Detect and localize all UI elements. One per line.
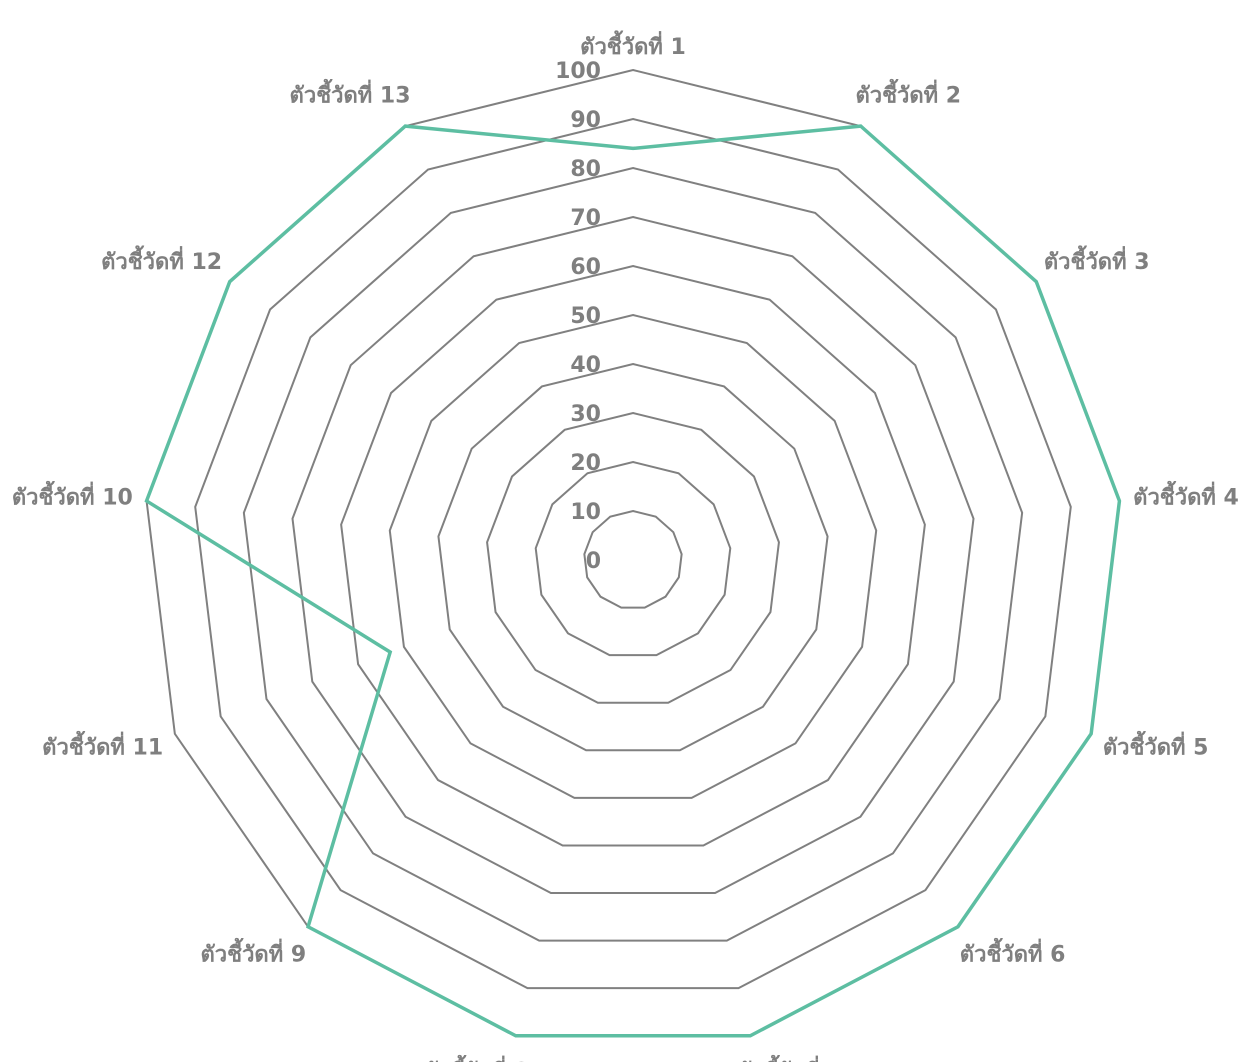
tick-label: 60 (570, 255, 601, 280)
grid-ring-80 (242, 166, 1024, 942)
axis-label: ตัวชี้วัดที่ 3 (1044, 245, 1150, 275)
axis-label: ตัวชี้วัดที่ 8 (423, 1055, 529, 1062)
axis-label: ตัวชี้วัดที่ 5 (1103, 731, 1209, 761)
tick-label: 30 (570, 402, 601, 427)
grid-ring-70 (291, 215, 975, 895)
axis-label: ตัวชี้วัดที่ 4 (1133, 481, 1239, 511)
axis-label: ตัวชี้วัดที่ 11 (42, 731, 163, 761)
tick-label: 10 (570, 500, 601, 525)
grid-rings (145, 68, 1121, 1037)
tick-label: 100 (555, 59, 601, 84)
tick-label: 70 (570, 206, 601, 231)
grid-ring-30 (486, 411, 780, 704)
axis-label: ตัวชี้วัดที่ 10 (12, 481, 133, 511)
grid-ring-20 (534, 460, 732, 657)
axis-labels: ตัวชี้วัดที่ 1 ตัวชี้วัดที่ 2 ตัวชี้วัดที่… (12, 30, 1239, 1062)
axis-label: ตัวชี้วัดที่ 13 (290, 78, 411, 108)
tick-label: 0 (586, 549, 601, 574)
grid-ring-60 (340, 264, 926, 847)
grid-ring-100 (145, 68, 1121, 1037)
tick-label: 80 (570, 157, 601, 182)
grid-ring-50 (388, 313, 878, 799)
axis-label: ตัวชี้วัดที่ 9 (201, 938, 307, 968)
grid-ring-90 (194, 117, 1072, 990)
tick-label: 20 (570, 451, 601, 476)
axis-label: ตัวชี้วัดที่ 1 (580, 30, 686, 60)
axis-label: ตัวชี้วัดที่ 6 (960, 938, 1066, 968)
axis-label: ตัวชี้วัดที่ 12 (101, 245, 222, 275)
series-layer (144, 124, 1122, 1038)
tick-label: 40 (570, 353, 601, 378)
axis-label: ตัวชี้วัดที่ 2 (855, 78, 961, 108)
grid-ring-40 (437, 362, 829, 752)
tick-label: 90 (570, 108, 601, 133)
grid-ring-10 (583, 509, 683, 609)
axis-label: ตัวชี้วัดที่ 7 (737, 1055, 843, 1062)
radial-tick-labels: 0 10 20 30 40 50 60 70 80 90 100 (555, 59, 601, 574)
tick-label: 50 (570, 304, 601, 329)
series-line-1 (144, 124, 1122, 1038)
